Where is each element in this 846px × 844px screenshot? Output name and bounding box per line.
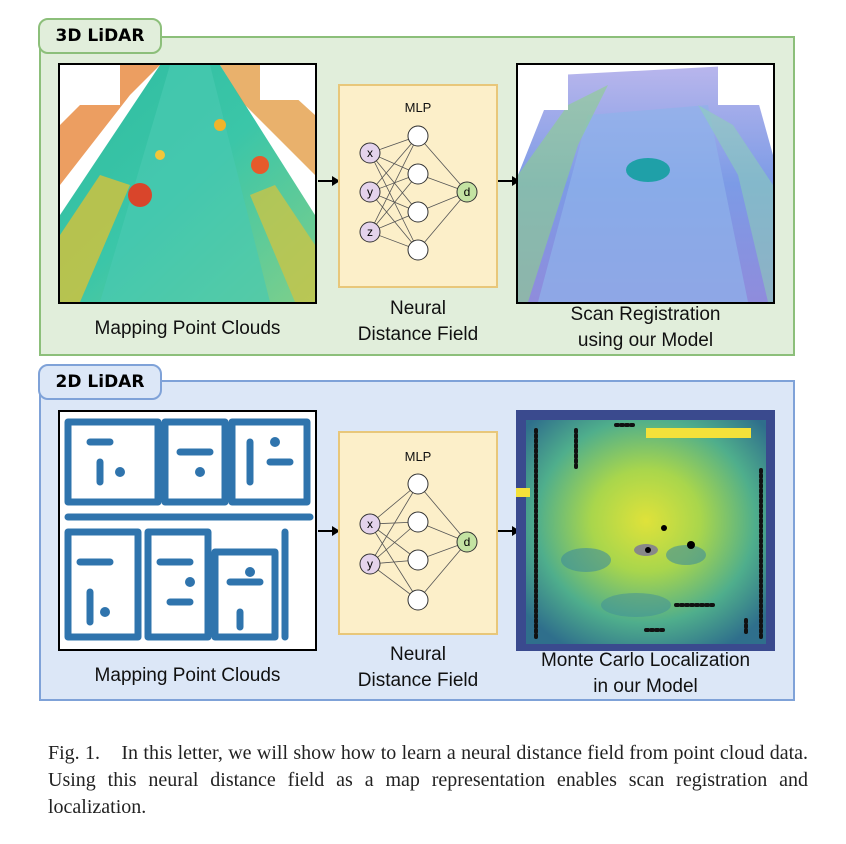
- hidden-nodes-3d: [407, 125, 429, 261]
- caption-3d-mapping-point-clouds: Mapping Point Clouds: [94, 318, 281, 339]
- svg-text:y: y: [367, 185, 373, 199]
- figure-caption: Fig. 1. In this letter, we will show how…: [48, 740, 808, 821]
- svg-text:d: d: [464, 185, 471, 199]
- input-nodes-2d: x y: [359, 513, 381, 575]
- svg-text:x: x: [367, 146, 373, 160]
- caption-2d-mapping-point-clouds: Mapping Point Clouds: [94, 665, 281, 686]
- tab-3d-lidar: 3D LiDAR: [38, 18, 162, 54]
- input-nodes-3d: x y z: [359, 142, 381, 243]
- mlp-box-2d: MLP x y d: [338, 431, 498, 635]
- image-2d-monte-carlo-localization: [516, 410, 775, 651]
- caption-2d-neural-line2: Distance Field: [357, 670, 479, 691]
- figure-caption-label: Fig. 1.: [48, 742, 101, 764]
- figure-caption-text: In this letter, we will show how to lear…: [48, 742, 809, 818]
- caption-3d-scan-registration-line1: Scan Registration: [570, 304, 721, 325]
- svg-text:d: d: [464, 535, 471, 549]
- caption-2d-monte-carlo-line1: Monte Carlo Localization: [540, 650, 751, 671]
- tab-2d-lidar: 2D LiDAR: [38, 364, 162, 400]
- caption-3d-neural-line2: Distance Field: [357, 324, 479, 345]
- svg-text:MLP: MLP: [405, 100, 432, 115]
- arrow-to-mlp-3d: [318, 176, 340, 186]
- hidden-nodes-2d: [407, 473, 429, 611]
- image-2d-mapping-point-cloud: [58, 410, 317, 651]
- svg-text:x: x: [367, 517, 373, 531]
- output-node-2d: d: [456, 531, 478, 553]
- mlp-diagram-3d: MLP x y z d: [359, 100, 478, 261]
- output-node-3d: d: [456, 181, 478, 203]
- image-3d-mapping-point-cloud: [58, 63, 317, 304]
- caption-2d-neural-line1: Neural: [390, 644, 446, 665]
- svg-text:MLP: MLP: [405, 449, 432, 464]
- caption-3d-scan-registration-line2: using our Model: [577, 330, 714, 351]
- caption-2d-monte-carlo-line2: in our Model: [593, 676, 698, 697]
- image-3d-scan-registration: [516, 63, 775, 304]
- mlp-box-3d: MLP x y z d: [338, 84, 498, 288]
- caption-3d-neural-line1: Neural: [390, 298, 446, 319]
- svg-text:y: y: [367, 557, 373, 571]
- svg-text:z: z: [367, 225, 373, 239]
- arrow-to-mlp-2d: [318, 526, 340, 536]
- mlp-diagram-2d: MLP x y d: [359, 449, 478, 611]
